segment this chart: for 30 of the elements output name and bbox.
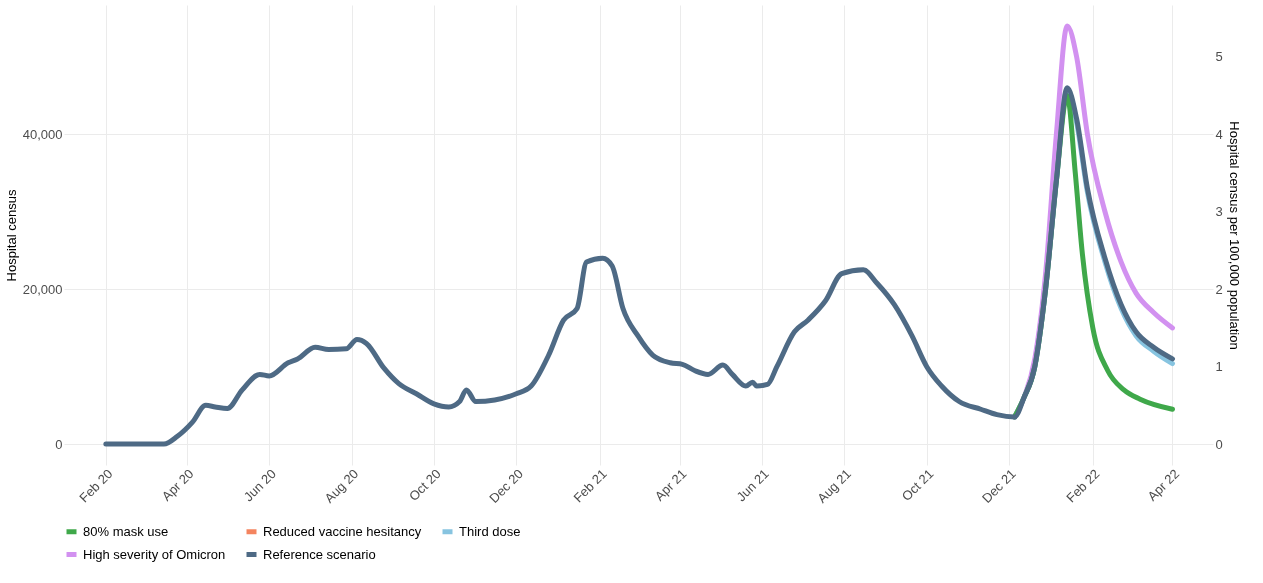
y2-tick-label: 5 (1215, 49, 1223, 65)
x-tick-label: Apr 22 (1144, 466, 1183, 504)
x-tick-label: Jun 20 (240, 466, 279, 505)
x-tick-label: Apr 21 (651, 466, 690, 504)
y2-axis-title: Hospital census per 100,000 population (1226, 121, 1242, 350)
y-axis-title: Hospital census (3, 189, 19, 282)
legend-label: Reduced vaccine hesitancy (263, 523, 422, 539)
y-tick-label: 20,000 (22, 281, 63, 297)
x-tick-label: Oct 20 (405, 466, 444, 504)
x-tick-label: Aug 21 (814, 466, 855, 506)
x-tick-label: Dec 21 (979, 466, 1019, 506)
legend-label: High severity of Omicron (83, 546, 226, 562)
y-tick-label: 40,000 (22, 126, 63, 142)
legend-label: Reference scenario (263, 546, 376, 562)
x-tick-label: Jun 21 (733, 466, 772, 505)
x-tick-label: Aug 20 (321, 466, 362, 506)
y2-tick-label: 3 (1215, 204, 1223, 220)
x-tick-label: Feb 21 (570, 466, 610, 506)
y-tick-label: 0 (55, 436, 63, 452)
y2-tick-label: 2 (1215, 281, 1223, 297)
legend-label: Third dose (459, 523, 521, 539)
y2-tick-label: 0 (1215, 436, 1223, 452)
legend-label: 80% mask use (83, 523, 169, 539)
y2-tick-label: 4 (1215, 126, 1223, 142)
x-tick-label: Dec 20 (486, 466, 526, 506)
y2-tick-label: 1 (1215, 359, 1223, 375)
x-tick-label: Oct 21 (898, 466, 937, 504)
x-tick-label: Feb 20 (76, 466, 116, 506)
x-tick-label: Feb 22 (1063, 466, 1103, 506)
x-tick-label: Apr 20 (158, 466, 197, 504)
